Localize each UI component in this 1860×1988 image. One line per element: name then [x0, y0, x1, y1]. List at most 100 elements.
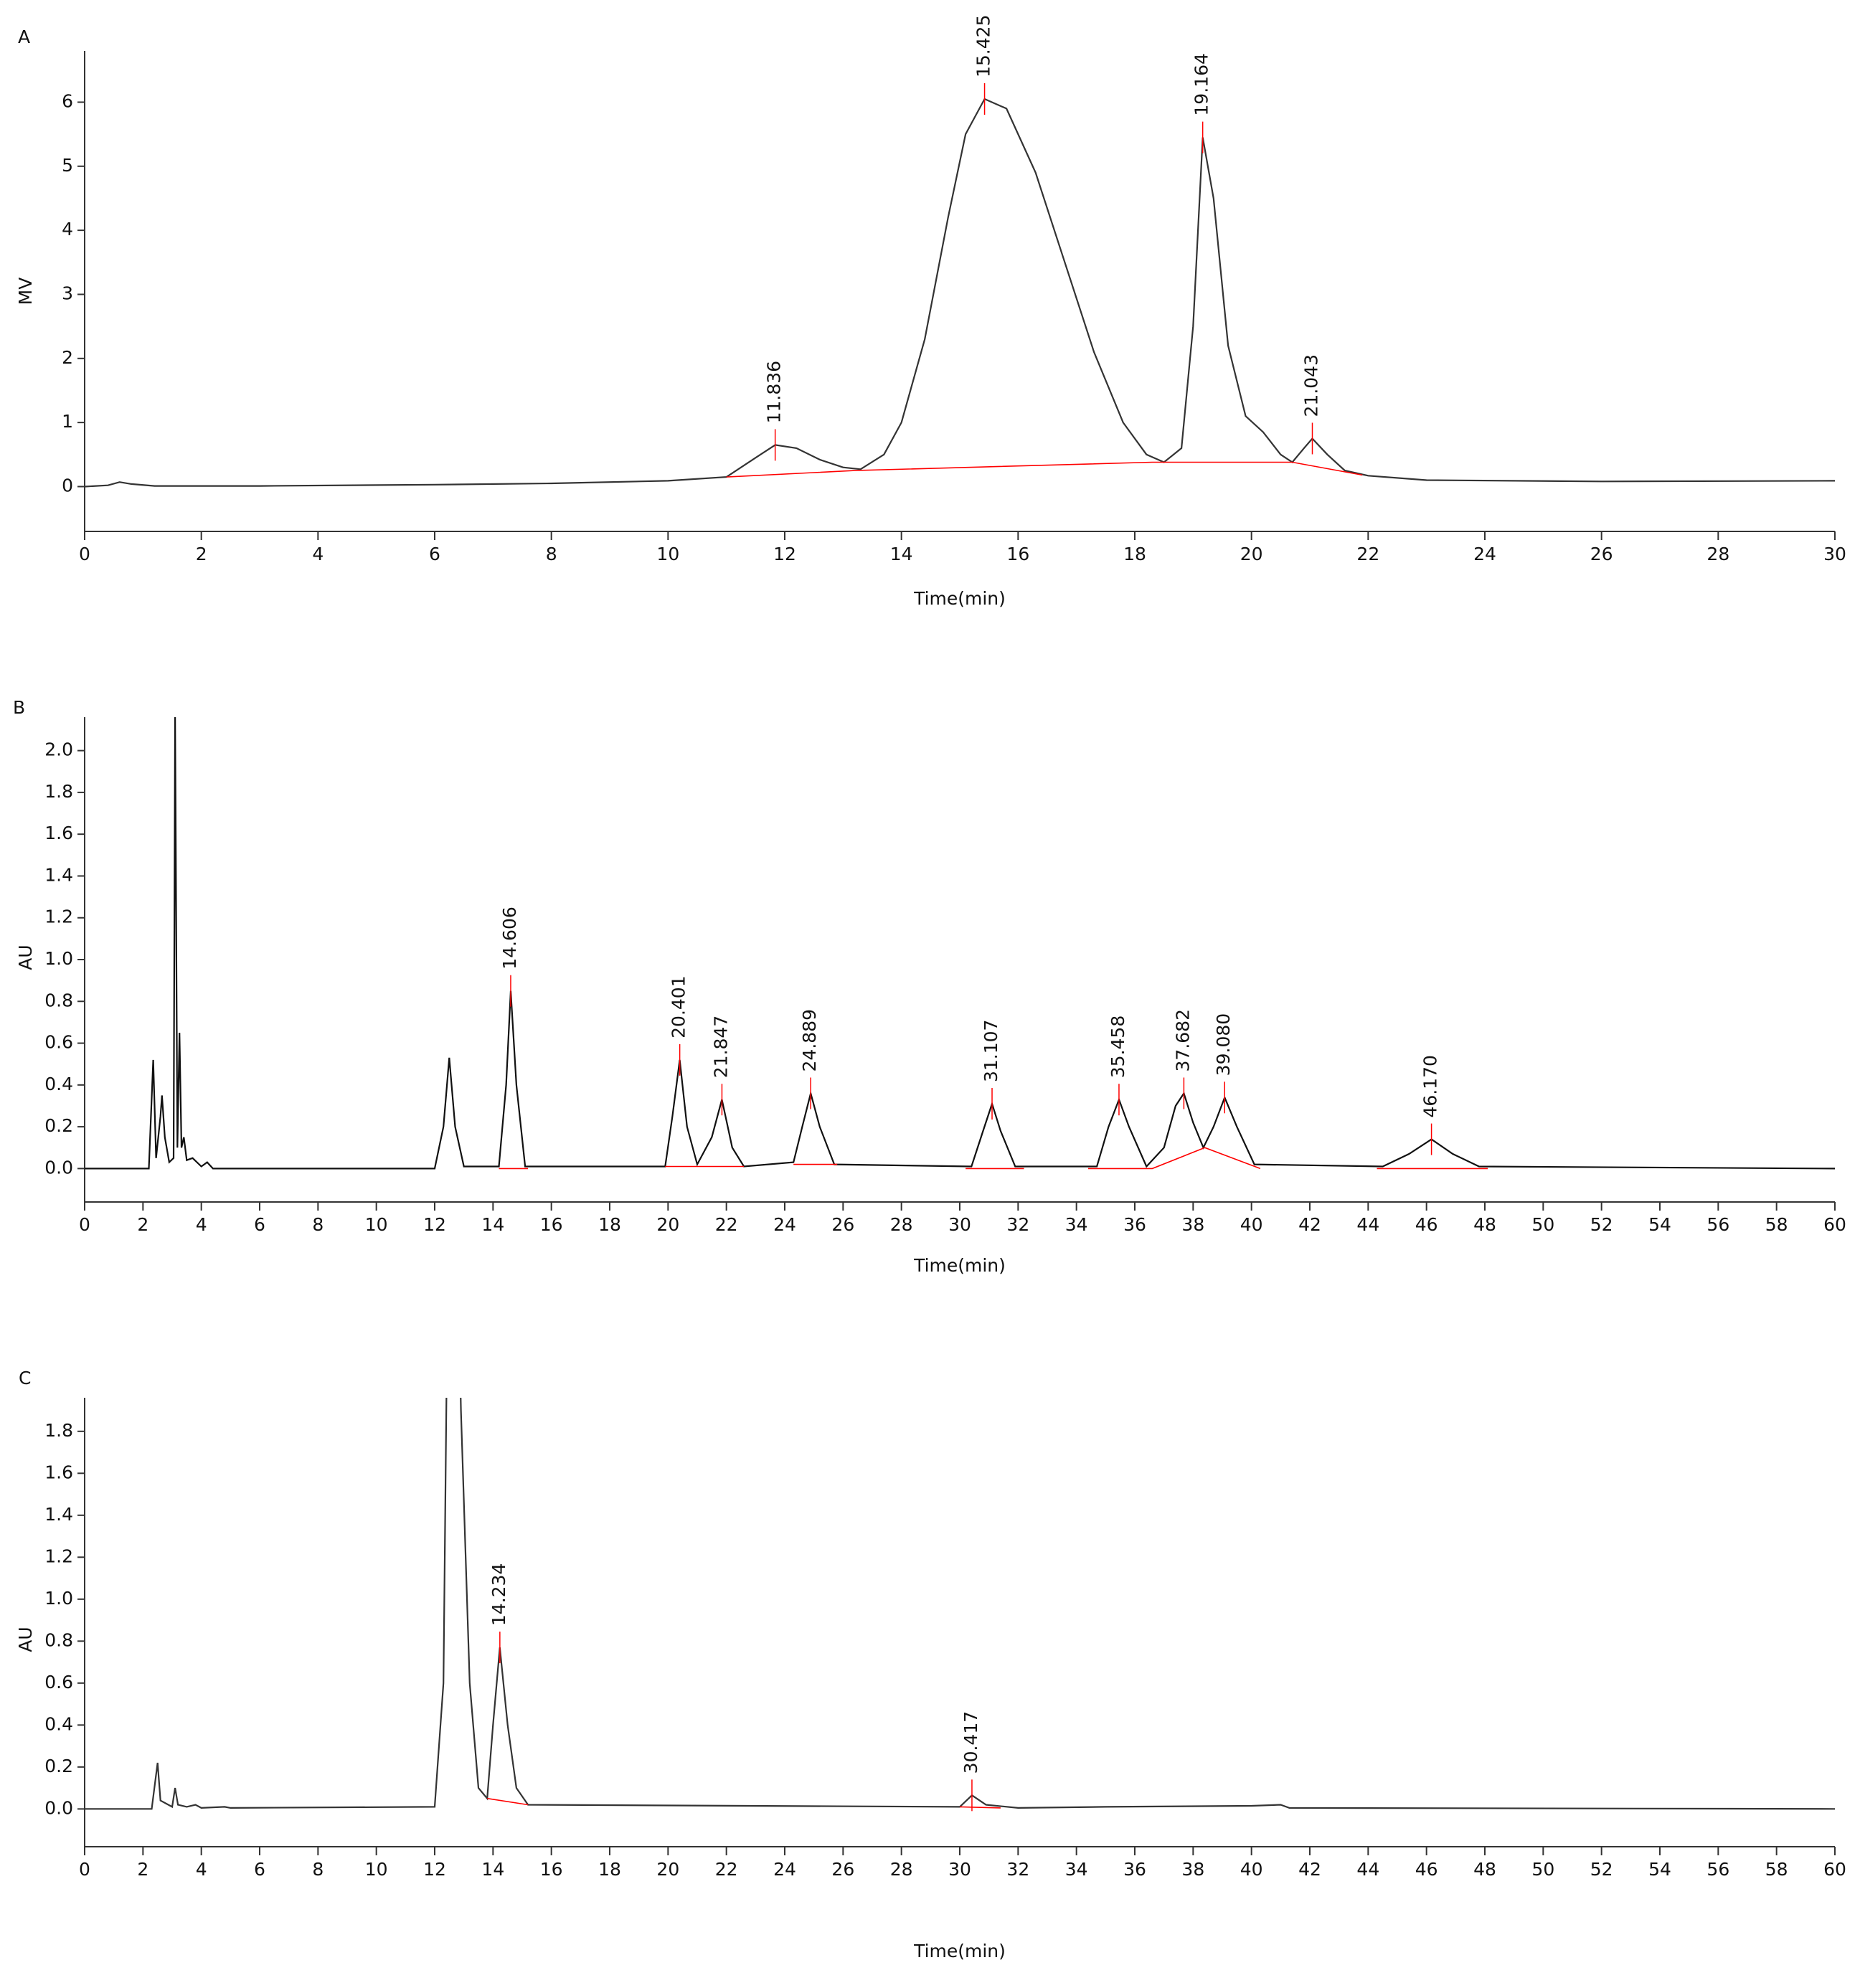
peak-label: 15.425 — [973, 15, 994, 77]
peak-label: 21.847 — [710, 1016, 731, 1078]
panel-letter: A — [18, 27, 30, 47]
x-tick-label: 22 — [1356, 544, 1379, 564]
x-tick-label: 30 — [948, 1859, 971, 1880]
y-tick-label: 0.0 — [44, 1157, 73, 1178]
peak-label: 14.234 — [488, 1563, 509, 1626]
y-tick-label: 2.0 — [44, 739, 73, 760]
x-tick-label: 20 — [656, 1214, 679, 1235]
x-tick-label: 44 — [1356, 1859, 1379, 1880]
y-tick-label: 6 — [62, 90, 73, 111]
x-tick-label: 28 — [890, 1859, 913, 1880]
peak-label: 46.170 — [1420, 1055, 1441, 1117]
y-tick-label: 1 — [62, 411, 73, 432]
x-tick-label: 32 — [1006, 1214, 1029, 1235]
y-tick-label: 4 — [62, 219, 73, 240]
x-tick-label: 2 — [137, 1859, 148, 1880]
y-axis-title: MV — [15, 278, 36, 306]
x-tick-label: 38 — [1181, 1214, 1204, 1235]
x-tick-label: 40 — [1240, 1214, 1263, 1235]
y-tick-label: 0.8 — [44, 1629, 73, 1650]
y-tick-label: 2 — [62, 347, 73, 368]
peak-label: 37.682 — [1172, 1009, 1193, 1071]
y-tick-label: 0.2 — [44, 1756, 73, 1776]
x-tick-label: 12 — [773, 544, 796, 564]
y-tick-label: 0.4 — [44, 1713, 73, 1734]
peak-label: 11.836 — [764, 361, 785, 423]
y-tick-label: 0.2 — [44, 1115, 73, 1136]
x-tick-label: 50 — [1531, 1859, 1554, 1880]
x-tick-label: 6 — [254, 1214, 265, 1235]
trace — [85, 717, 1835, 1170]
x-axis-title: Time(min) — [913, 1941, 1006, 1961]
peak-label: 24.889 — [799, 1009, 820, 1071]
x-tick-label: 42 — [1298, 1214, 1321, 1235]
x-tick-label: 8 — [312, 1859, 324, 1880]
x-tick-label: 20 — [1240, 544, 1263, 564]
x-tick-label: 50 — [1531, 1214, 1554, 1235]
x-tick-label: 24 — [773, 1214, 796, 1235]
panel-letter: C — [19, 1368, 31, 1388]
x-tick-label: 26 — [831, 1214, 854, 1235]
x-tick-label: 60 — [1823, 1859, 1846, 1880]
peak-label: 31.107 — [981, 1020, 1001, 1082]
x-tick-label: 4 — [196, 1214, 207, 1235]
x-tick-label: 12 — [423, 1214, 446, 1235]
x-tick-label: 56 — [1706, 1859, 1729, 1880]
x-tick-label: 28 — [890, 1214, 913, 1235]
peak-label: 19.164 — [1191, 53, 1212, 115]
x-tick-label: 18 — [598, 1214, 621, 1235]
y-tick-label: 1.4 — [44, 864, 73, 885]
peak-label: 39.080 — [1213, 1013, 1234, 1076]
x-tick-label: 30 — [948, 1214, 971, 1235]
x-tick-label: 6 — [429, 544, 440, 564]
x-tick-label: 38 — [1181, 1859, 1204, 1880]
x-tick-label: 10 — [656, 544, 679, 564]
x-tick-label: 14 — [481, 1214, 504, 1235]
x-tick-label: 26 — [1590, 544, 1613, 564]
y-tick-label: 1.4 — [44, 1504, 73, 1525]
y-axis-title: AU — [15, 945, 36, 970]
x-tick-label: 4 — [196, 1859, 207, 1880]
x-tick-label: 34 — [1065, 1859, 1088, 1880]
y-axis-title: AU — [15, 1627, 36, 1652]
y-tick-label: 0.6 — [44, 1032, 73, 1053]
x-tick-label: 58 — [1765, 1214, 1788, 1235]
y-tick-label: 0 — [62, 475, 73, 496]
y-tick-label: 1.0 — [44, 1588, 73, 1609]
x-tick-label: 40 — [1240, 1859, 1263, 1880]
panel: B Time(min) AU 0.0 0.2 0.4 0.6 0.8 1.0 1.2 1.4 1.6 1… — [13, 697, 1846, 1276]
x-tick-label: 46 — [1415, 1214, 1438, 1235]
y-tick-label: 1.8 — [44, 781, 73, 802]
x-tick-label: 20 — [656, 1859, 679, 1880]
x-tick-label: 54 — [1648, 1214, 1671, 1235]
x-tick-label: 16 — [540, 1859, 563, 1880]
baseline — [499, 1147, 1488, 1170]
x-tick-label: 48 — [1473, 1859, 1496, 1880]
x-tick-label: 14 — [890, 544, 913, 564]
y-tick-label: 0.6 — [44, 1672, 73, 1693]
x-axis-title: Time(min) — [913, 1255, 1006, 1276]
y-tick-label: 1.8 — [44, 1420, 73, 1441]
x-tick-label: 16 — [1006, 544, 1029, 564]
x-tick-label: 18 — [1123, 544, 1146, 564]
x-tick-label: 18 — [598, 1859, 621, 1880]
x-tick-label: 22 — [715, 1859, 738, 1880]
y-tick-label: 0.0 — [44, 1797, 73, 1818]
trace — [85, 1398, 1835, 1810]
x-axis-title: Time(min) — [913, 588, 1006, 609]
peak-label: 35.458 — [1108, 1016, 1128, 1078]
x-tick-label: 44 — [1356, 1214, 1379, 1235]
x-tick-label: 4 — [312, 544, 324, 564]
x-tick-label: 52 — [1590, 1214, 1613, 1235]
y-tick-label: 1.6 — [44, 1462, 73, 1482]
baseline — [487, 1797, 1001, 1809]
x-tick-label: 48 — [1473, 1214, 1496, 1235]
x-tick-label: 6 — [254, 1859, 265, 1880]
x-tick-label: 10 — [365, 1859, 388, 1880]
x-tick-label: 36 — [1123, 1214, 1146, 1235]
peak-label: 30.417 — [960, 1711, 981, 1774]
y-tick-label: 0.4 — [44, 1074, 73, 1094]
x-tick-label: 8 — [546, 544, 557, 564]
x-tick-label: 32 — [1006, 1859, 1029, 1880]
x-tick-label: 52 — [1590, 1859, 1613, 1880]
